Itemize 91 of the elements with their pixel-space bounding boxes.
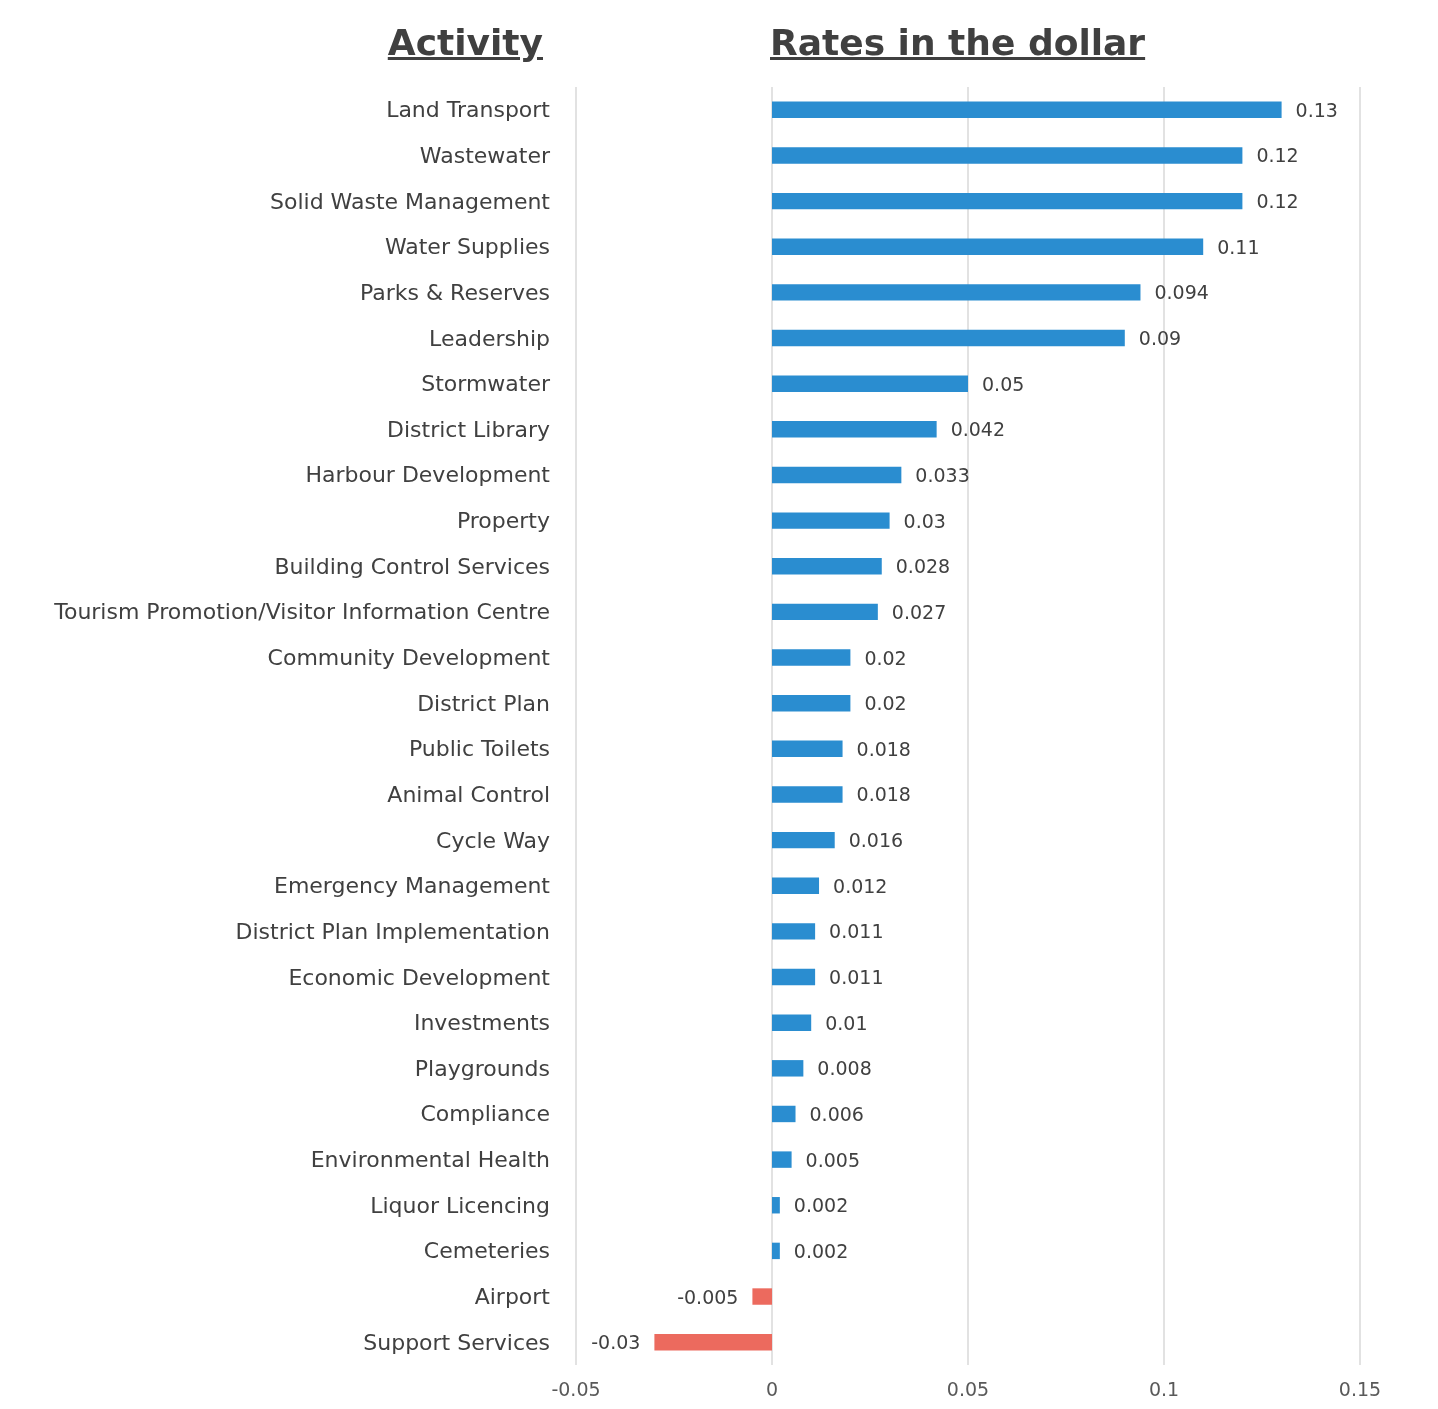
bar: [772, 740, 843, 758]
data-label: -0.005: [677, 1285, 739, 1308]
y-tick-label: Community Development: [267, 645, 551, 671]
bar: [772, 1014, 812, 1031]
data-label: -0.03: [591, 1331, 641, 1354]
bar: [772, 649, 851, 666]
y-tick-label: Airport: [474, 1284, 551, 1310]
y-tick-label: Tourism Promotion/Visitor Information Centre: [53, 599, 550, 625]
bar: [772, 238, 1204, 255]
data-label: 0.11: [1217, 235, 1260, 258]
bar: [772, 1105, 796, 1123]
bar: [772, 603, 878, 621]
y-tick-label: Harbour Development: [305, 462, 551, 488]
bar: [772, 375, 968, 392]
y-tick-label: Cemeteries: [423, 1238, 550, 1264]
y-tick-label: Emergency Management: [274, 873, 551, 899]
data-label: 0.12: [1256, 144, 1299, 167]
data-label: 0.05: [982, 372, 1025, 395]
data-label: 0.094: [1154, 281, 1209, 304]
bar: [772, 831, 835, 849]
bar: [772, 558, 882, 575]
bar: [752, 1288, 772, 1305]
y-tick-label: District Plan Implementation: [235, 918, 550, 944]
data-label: 0.13: [1295, 98, 1338, 121]
bar: [772, 1197, 780, 1214]
y-tick-label: Wastewater: [419, 142, 551, 168]
data-label: 0.01: [825, 1011, 868, 1034]
data-label: 0.008: [817, 1057, 872, 1080]
bar: [772, 466, 902, 484]
data-label: 0.002: [793, 1239, 849, 1262]
y-tick-label: Stormwater: [421, 371, 551, 397]
y-tick-label: Playgrounds: [414, 1055, 550, 1081]
y-tick-label: Environmental Health: [310, 1147, 550, 1173]
data-label: 0.042: [950, 418, 1006, 441]
bar: [654, 1333, 772, 1351]
x-tick-label: 0.15: [1338, 1377, 1382, 1400]
y-tick-label: Animal Control: [387, 781, 550, 807]
data-label: 0.012: [833, 874, 888, 897]
x-tick-label: 0.05: [946, 1377, 990, 1400]
bar: [772, 694, 851, 712]
data-label: 0.03: [903, 509, 946, 532]
y-tick-label: Support Services: [363, 1329, 550, 1355]
data-label: 0.02: [864, 692, 907, 715]
data-label: 0.016: [848, 829, 904, 852]
data-label: 0.006: [809, 1102, 864, 1125]
y-tick-label: Solid Waste Management: [270, 188, 551, 214]
y-tick-label: Property: [456, 508, 550, 534]
y-tick-label: Compliance: [420, 1101, 550, 1127]
y-tick-label: Land Transport: [386, 97, 551, 123]
data-label: 0.027: [891, 600, 947, 623]
data-label: 0.02: [864, 646, 907, 669]
bar: [772, 192, 1243, 210]
x-tick-label: 0: [765, 1377, 779, 1400]
y-tick-label: Leadership: [429, 325, 550, 351]
y-tick-label: Liquor Licencing: [370, 1192, 550, 1218]
chart-title: Rates in the dollar: [770, 22, 1146, 63]
x-tick-label: -0.05: [551, 1377, 601, 1400]
y-tick-label: District Plan: [417, 690, 550, 716]
data-label: 0.005: [805, 1148, 861, 1171]
bar: [772, 329, 1125, 347]
y-tick-label: Water Supplies: [384, 234, 550, 260]
data-label: 0.018: [856, 737, 911, 760]
bar: [772, 421, 937, 438]
y-tick-label: Public Toilets: [408, 736, 550, 762]
y-tick-label: District Library: [387, 416, 550, 442]
bar: [772, 1242, 780, 1260]
data-label: 0.033: [915, 463, 970, 486]
data-label: 0.011: [829, 966, 884, 989]
bar: [772, 877, 820, 894]
bar: [772, 284, 1141, 301]
y-tick-label: Building Control Services: [274, 553, 550, 579]
data-label: 0.09: [1138, 327, 1182, 350]
y-axis-title: Activity: [387, 22, 543, 63]
y-tick-label: Investments: [413, 1010, 550, 1036]
y-tick-label: Parks & Reserves: [359, 279, 550, 305]
bar: [772, 147, 1243, 164]
bar: [772, 968, 816, 986]
data-label: 0.002: [793, 1194, 849, 1217]
bar: [772, 101, 1282, 119]
y-tick-label: Economic Development: [288, 964, 551, 990]
x-tick-label: 0.1: [1148, 1377, 1180, 1400]
bar: [772, 1060, 804, 1077]
bar: [772, 512, 890, 529]
data-label: 0.12: [1256, 190, 1299, 213]
data-label: 0.028: [895, 555, 951, 578]
data-label: 0.018: [856, 783, 911, 806]
data-label: 0.011: [829, 920, 884, 943]
bar: [772, 1151, 792, 1168]
bar: [772, 786, 843, 803]
bar: [772, 923, 816, 940]
y-tick-label: Cycle Way: [436, 827, 550, 853]
